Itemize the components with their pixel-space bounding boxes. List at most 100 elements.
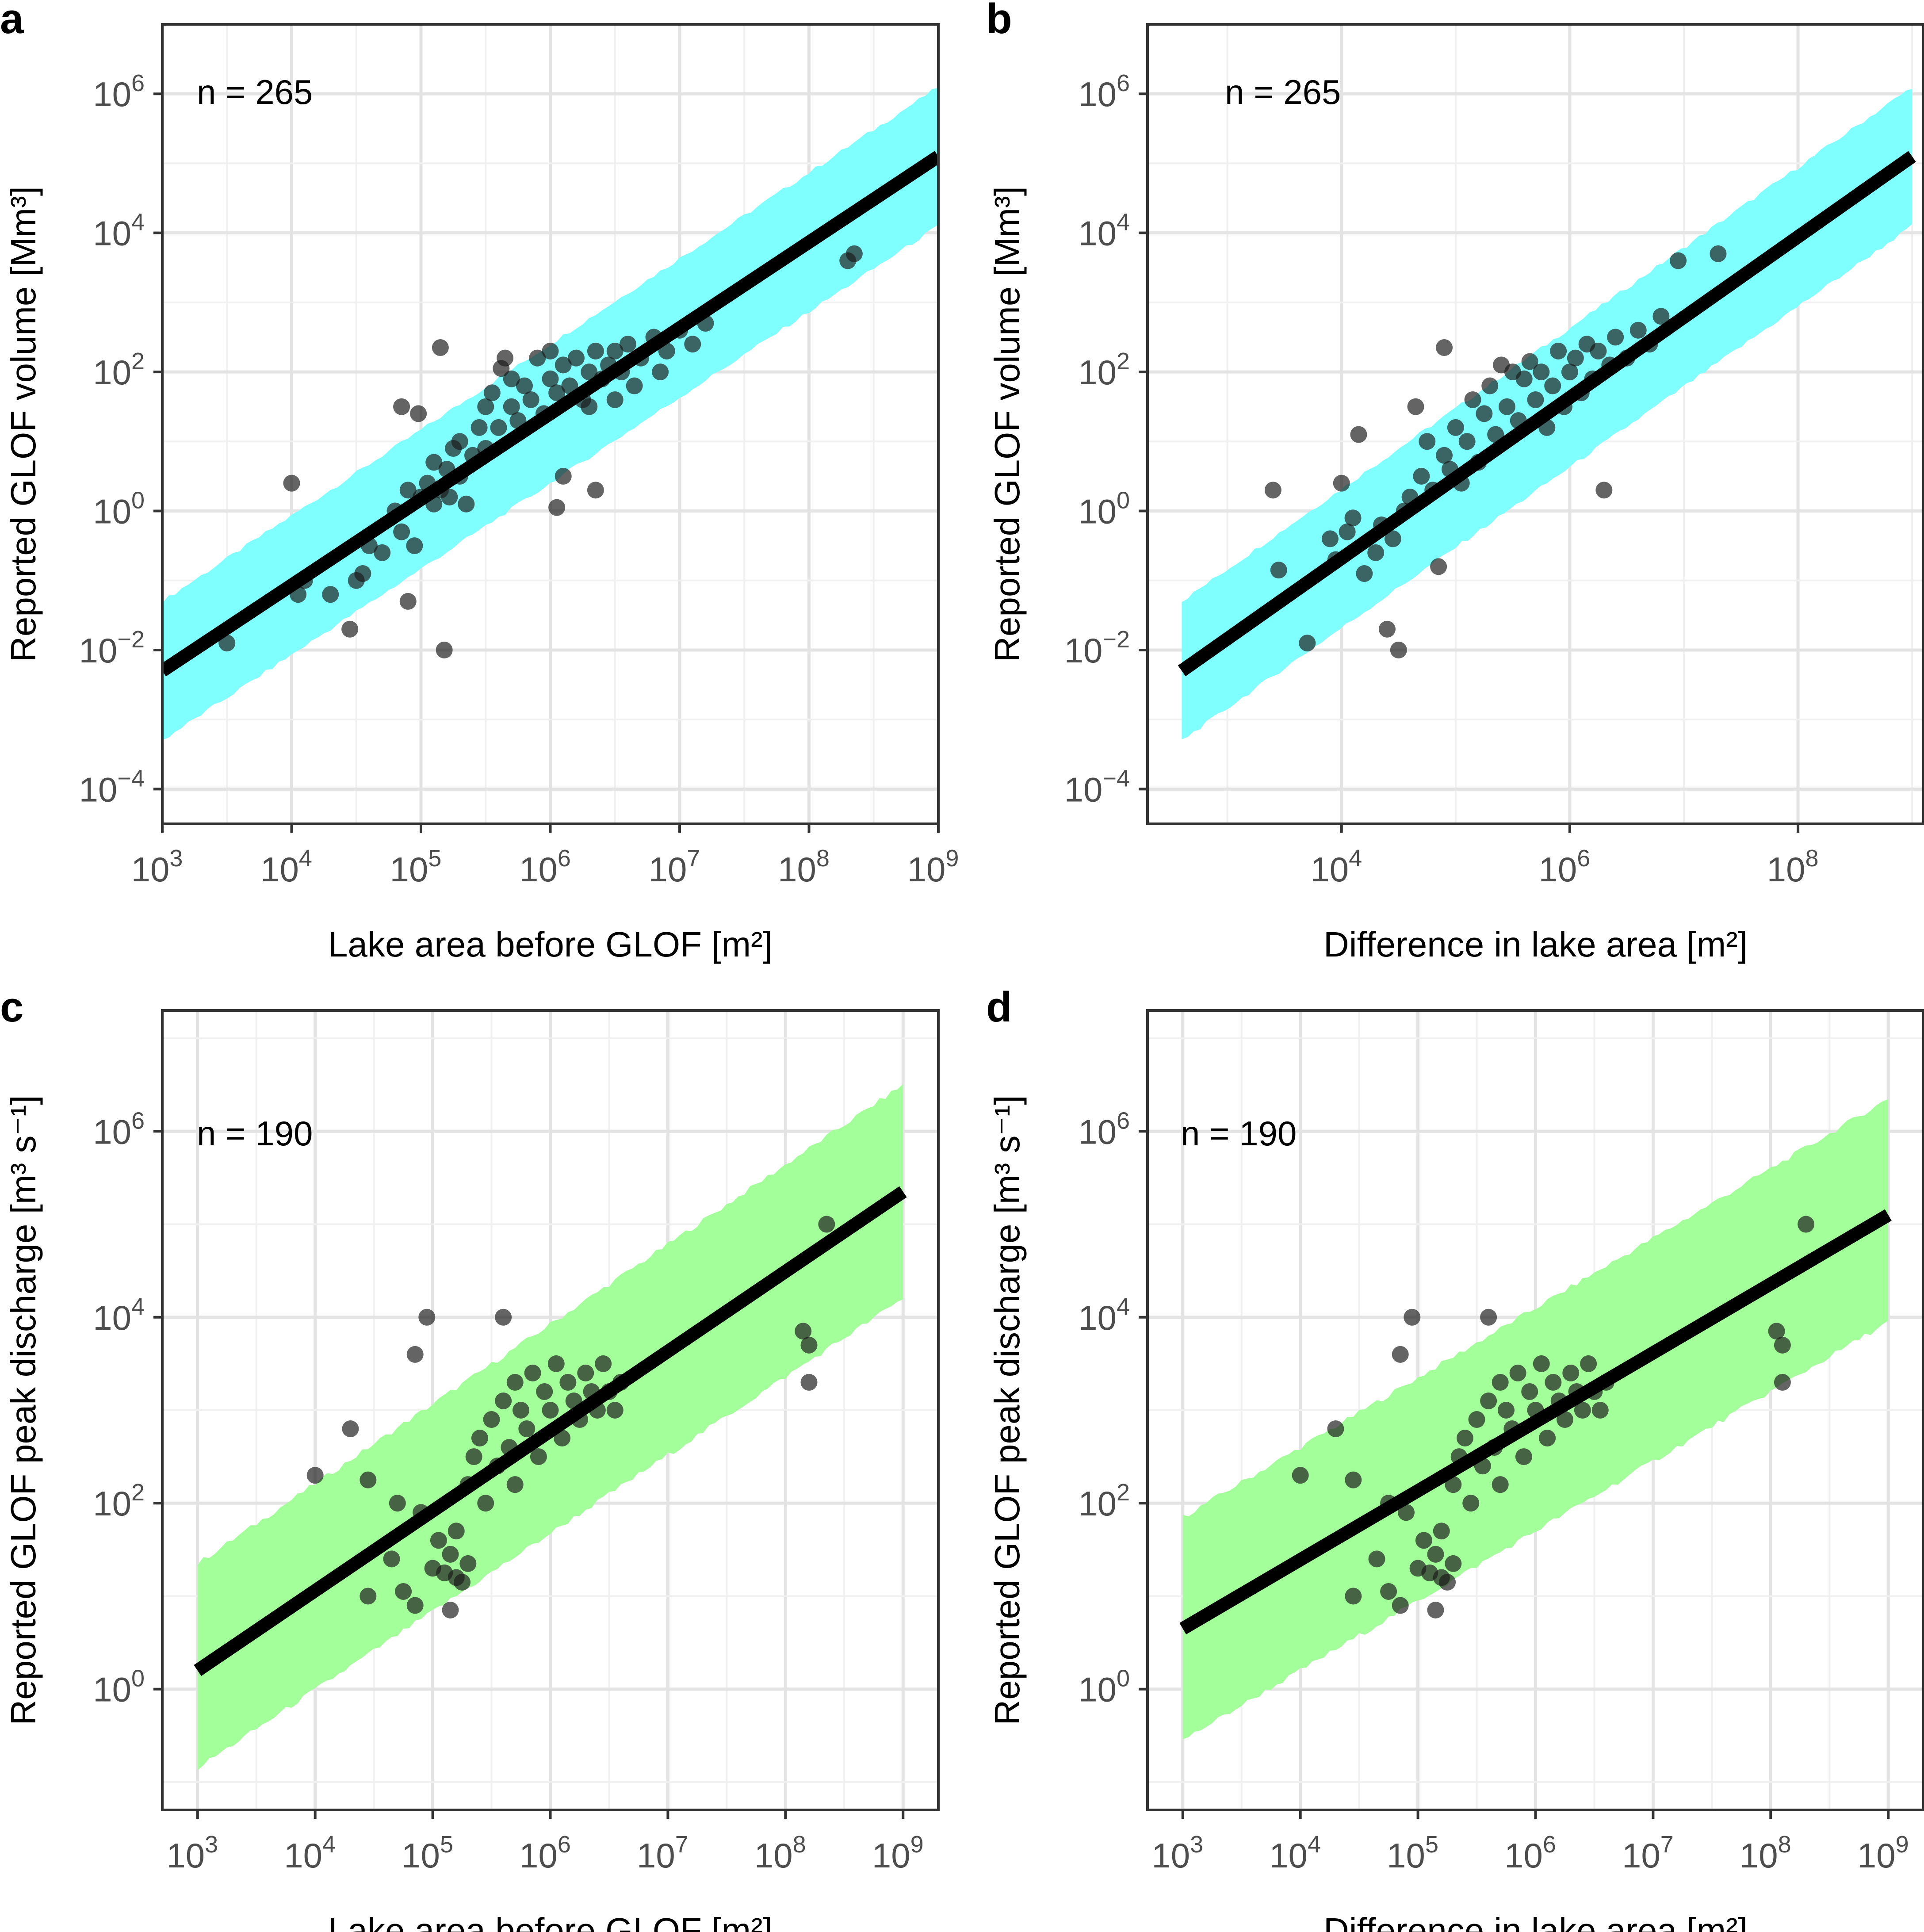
data-points (306, 1216, 835, 1618)
x-axis-title: Lake area before GLOF [m²] (328, 1911, 773, 1932)
x-tick-label: 103 (166, 1831, 218, 1875)
data-point (477, 398, 494, 415)
data-point (395, 1583, 412, 1600)
data-point (1321, 530, 1339, 547)
y-tick-label: 106 (1078, 70, 1130, 114)
x-axis-title: Difference in lake area [m²] (1323, 1911, 1748, 1932)
data-point (1521, 353, 1538, 370)
data-point (1550, 342, 1567, 360)
data-point (495, 1308, 512, 1326)
x-tick-label: 106 (519, 1831, 571, 1875)
data-point (454, 1573, 471, 1591)
data-point (1481, 377, 1499, 394)
data-point (1591, 1402, 1609, 1419)
data-point (1380, 1583, 1397, 1600)
data-point (406, 1597, 424, 1614)
data-point (1574, 1402, 1591, 1419)
data-point (542, 370, 559, 387)
panel-label: b (986, 0, 1012, 42)
data-point (1492, 1373, 1509, 1391)
data-point (406, 1346, 424, 1363)
y-tick-label: 106 (1078, 1107, 1130, 1151)
data-point (436, 641, 453, 658)
data-point (529, 349, 546, 367)
x-tick-label: 104 (284, 1831, 336, 1875)
data-point (1456, 1430, 1473, 1447)
data-point (465, 1448, 482, 1465)
data-point (1544, 377, 1561, 394)
data-point (406, 537, 423, 555)
data-point (393, 523, 410, 540)
data-point (1404, 1308, 1421, 1326)
data-point (1498, 1402, 1515, 1419)
data-point (626, 377, 643, 394)
data-point (430, 1532, 447, 1549)
data-point (1292, 1467, 1309, 1484)
panel-label: a (0, 0, 24, 42)
data-point (451, 433, 468, 450)
data-point (536, 1383, 553, 1400)
data-point (513, 1402, 530, 1419)
panel-b: 104 106 108 10−4 10−2 100 102 104 106 Difference … (986, 0, 1924, 964)
data-point (495, 1392, 512, 1409)
data-point (410, 405, 427, 422)
data-point (1774, 1336, 1791, 1354)
data-point (1487, 426, 1504, 443)
data-point (1264, 482, 1281, 499)
data-point (1339, 523, 1356, 540)
data-point (1607, 329, 1624, 346)
data-point (283, 474, 300, 492)
data-point (506, 1373, 524, 1391)
x-axis-title: Difference in lake area [m²] (1323, 925, 1748, 964)
data-point (1670, 252, 1687, 269)
data-point (1580, 1355, 1597, 1372)
plot-frame (1146, 23, 1924, 825)
x-tick-label: 108 (1740, 1831, 1791, 1875)
y-tick-label: 10−2 (79, 626, 145, 670)
sample-size-label: n = 265 (197, 73, 313, 111)
y-tick-label: 10−4 (79, 765, 145, 809)
data-point (1464, 391, 1481, 408)
data-point (497, 349, 514, 367)
y-tick-label: 10−2 (1064, 626, 1130, 670)
data-point (1445, 1555, 1462, 1572)
data-point (524, 1364, 541, 1381)
y-tick-label: 10−4 (1064, 765, 1130, 809)
data-point (548, 384, 566, 402)
y-tick-label: 102 (1078, 1479, 1130, 1523)
y-tick-label: 102 (1078, 348, 1130, 392)
data-point (477, 1495, 494, 1512)
data-point (1433, 1523, 1450, 1540)
data-point (547, 1355, 565, 1372)
data-point (1458, 433, 1476, 450)
panel-label: c (0, 983, 23, 1031)
x-tick-label: 104 (1310, 845, 1362, 889)
data-point (1350, 426, 1367, 443)
data-point (1327, 1420, 1344, 1438)
x-tick-label: 109 (872, 1831, 924, 1875)
data-point (595, 1355, 612, 1372)
x-tick-label: 105 (390, 845, 442, 889)
data-point (1480, 1308, 1497, 1326)
y-tick-label: 102 (93, 348, 145, 392)
x-tick-label: 106 (519, 845, 571, 889)
data-point (1427, 1602, 1444, 1618)
data-point (530, 1448, 547, 1465)
x-axis-title: Lake area before GLOF [m²] (328, 925, 773, 964)
data-point (684, 336, 701, 353)
data-point (587, 342, 604, 360)
data-point (389, 1495, 406, 1512)
data-point (587, 482, 604, 499)
data-point (458, 495, 475, 513)
x-tick-label: 109 (907, 845, 959, 889)
data-point (341, 620, 359, 638)
y-tick-label: 104 (1078, 1293, 1130, 1337)
data-point (1515, 370, 1533, 387)
data-point (1419, 433, 1436, 450)
data-point (1368, 1550, 1385, 1568)
data-point (1299, 635, 1316, 652)
data-point (360, 1471, 377, 1488)
x-tick-label: 104 (260, 845, 312, 889)
data-point (581, 363, 598, 381)
data-point (522, 391, 539, 408)
